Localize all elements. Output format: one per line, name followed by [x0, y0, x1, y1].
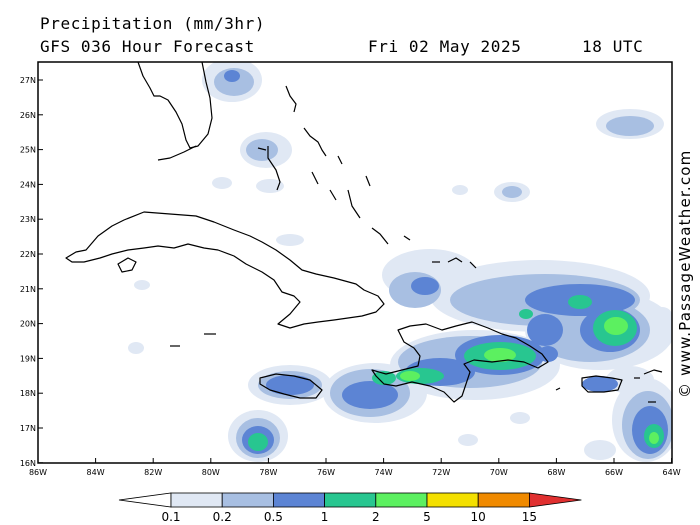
colorbar-low-arrow — [118, 492, 172, 508]
lon-label: 66W — [605, 468, 623, 477]
lon-label: 84W — [87, 468, 105, 477]
lon-label: 68W — [547, 468, 565, 477]
credit-text: © www.PassageWeather.com — [676, 149, 694, 398]
colorbar-segment — [324, 492, 377, 508]
lat-label: 21N — [20, 285, 36, 294]
lon-label: 74W — [375, 468, 393, 477]
lat-label: 23N — [20, 215, 36, 224]
forecast-label: GFS 036 Hour Forecast — [40, 37, 255, 56]
colorbar-segment — [170, 492, 223, 508]
lat-label: 24N — [20, 180, 36, 189]
lat-label: 22N — [20, 250, 36, 259]
colorbar-segment — [375, 492, 428, 508]
coastlines — [65, 62, 663, 403]
lon-label: 80W — [202, 468, 220, 477]
lat-label: 17N — [20, 424, 36, 433]
colorbar-label: 5 — [423, 510, 431, 524]
lon-label: 82W — [144, 468, 162, 477]
lat-label: 27N — [20, 76, 36, 85]
chart-title: Precipitation (mm/3hr) — [40, 14, 266, 33]
colorbar-label: 0.1 — [161, 510, 180, 524]
lat-label: 25N — [20, 146, 36, 155]
forecast-time: 18 UTC — [582, 37, 644, 56]
lon-label: 70W — [490, 468, 508, 477]
colorbar-segment — [272, 492, 325, 508]
colorbar-segment — [426, 492, 479, 508]
longitude-axis: 86W 84W 82W 80W 78W 76W 74W 72W 70W 68W 66W 64W — [29, 458, 681, 477]
latitude-axis: 27N 26N 25N 24N 23N 22N 21N 20N 19N 18N 17N 16N — [20, 76, 43, 468]
colorbar-label: 1 — [321, 510, 329, 524]
lat-label: 18N — [20, 389, 36, 398]
colorbar-label: 0.5 — [264, 510, 283, 524]
colorbar: 0.1 0.2 0.5 1 2 5 10 15 — [118, 492, 582, 524]
lat-label: 20N — [20, 320, 36, 329]
lat-label: 19N — [20, 354, 36, 363]
colorbar-label: 15 — [522, 510, 537, 524]
colorbar-high-arrow — [529, 492, 582, 508]
colorbar-segment — [221, 492, 274, 508]
precipitation-field — [65, 62, 672, 462]
lon-label: 76W — [317, 468, 335, 477]
lon-label: 64W — [663, 468, 681, 477]
lat-label: 16N — [20, 459, 36, 468]
forecast-date: Fri 02 May 2025 — [368, 37, 522, 56]
map-frame — [37, 61, 673, 464]
lon-label: 78W — [259, 468, 277, 477]
colorbar-segment — [477, 492, 530, 508]
colorbar-label: 2 — [372, 510, 380, 524]
lon-label: 72W — [432, 468, 450, 477]
colorbar-label: 10 — [471, 510, 486, 524]
lat-label: 26N — [20, 111, 36, 120]
lon-label: 86W — [29, 468, 47, 477]
colorbar-label: 0.2 — [213, 510, 232, 524]
